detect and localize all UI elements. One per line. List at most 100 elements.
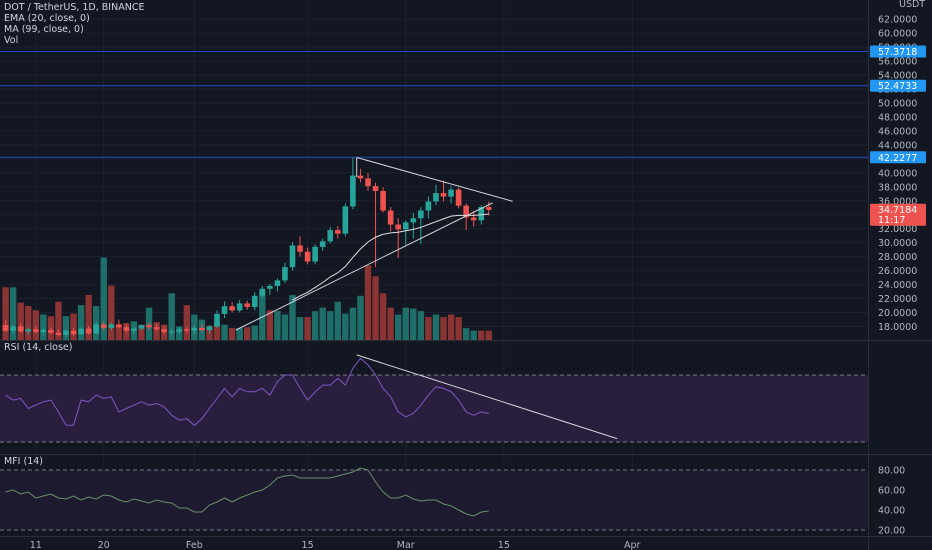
candle-body [229,306,235,311]
candle[interactable] [282,262,288,284]
candle[interactable] [131,326,137,335]
candle[interactable] [357,168,364,183]
candle[interactable] [297,236,303,257]
candle[interactable] [116,319,122,329]
candle[interactable] [40,327,47,336]
candle[interactable] [70,327,77,336]
candle[interactable] [342,203,349,237]
candle[interactable] [78,327,84,335]
candle[interactable] [10,324,16,335]
rsi-legend[interactable]: RSI (14, close) [4,342,73,353]
candle[interactable] [138,324,145,331]
candle[interactable] [168,328,175,335]
volume-legend[interactable]: Vol [4,35,19,46]
candle[interactable] [470,210,477,227]
volume-bar [236,328,243,340]
symbol-title[interactable]: DOT / TetherUS, 1D, BINANCE [4,2,145,13]
candle[interactable] [395,218,401,259]
triangle-upper-line[interactable] [356,156,513,202]
candle[interactable] [221,301,228,319]
level-tag-label: 42.2277 [878,153,917,164]
candle[interactable] [350,157,356,210]
candle[interactable] [48,327,54,335]
candle[interactable] [433,184,439,205]
ma-legend[interactable]: MA (99, close, 0) [4,24,84,35]
triangle-lower-line[interactable] [235,202,493,331]
candle[interactable] [108,322,115,331]
candle[interactable] [176,327,183,335]
candle[interactable] [440,180,447,202]
candle[interactable] [455,187,462,209]
candle[interactable] [229,302,235,313]
candle-body [78,328,84,335]
candle[interactable] [206,325,213,334]
candle[interactable] [387,207,394,232]
candle[interactable] [191,325,198,335]
candle[interactable] [2,320,9,333]
time-axis[interactable]: 11 20 Feb 15 Mar 15 Apr [30,540,641,550]
candle[interactable] [410,212,417,239]
candle[interactable] [425,196,432,219]
candle[interactable] [236,299,243,313]
candle[interactable] [251,292,258,311]
rsi-line [5,357,489,426]
candle[interactable] [319,238,326,252]
candle[interactable] [267,283,273,296]
candle[interactable] [199,323,205,333]
mfi-axis[interactable]: 80.00 60.00 40.00 20.00 [878,466,905,537]
candle[interactable] [153,323,160,332]
candle[interactable] [123,323,130,333]
mfi-pane[interactable] [0,467,868,531]
candle[interactable] [244,300,250,310]
volume-bar [281,314,289,340]
candle[interactable] [85,325,92,335]
candle[interactable] [274,278,281,292]
candle[interactable] [312,244,318,265]
candle-body [350,175,356,207]
candle[interactable] [486,201,492,216]
time-tick-label: 15 [498,540,510,550]
candle[interactable] [463,203,469,231]
candle[interactable] [93,322,99,335]
candle[interactable] [33,325,39,334]
candle-body [2,325,9,331]
volume-bar [55,301,62,340]
candle[interactable] [259,285,266,298]
candle[interactable] [63,329,69,337]
candle[interactable] [402,220,409,245]
candle[interactable] [365,172,371,191]
mfi-tick-label: 20.00 [878,526,905,537]
rsi-trendline[interactable] [356,354,618,440]
candle[interactable] [327,226,334,244]
level-tag-label: 57.3718 [878,47,917,58]
horizontal-levels[interactable] [0,50,868,158]
candle[interactable] [304,247,311,265]
candle[interactable] [380,187,386,213]
time-tick-label: 15 [302,540,314,550]
rsi-band [0,375,868,442]
candle[interactable] [161,325,167,335]
candle[interactable] [289,241,296,271]
candle[interactable] [184,326,190,334]
candle[interactable] [55,329,62,337]
candle[interactable] [25,327,32,335]
price-tick-label: 62.0000 [878,15,917,26]
triangle-drawing[interactable] [235,156,513,331]
ema-legend[interactable]: EMA (20, close, 0) [4,13,90,24]
candle[interactable] [17,323,24,333]
candle[interactable] [100,321,107,330]
mfi-legend[interactable]: MFI (14) [4,456,43,467]
candle[interactable] [335,225,341,239]
candle[interactable] [214,310,220,328]
candle-body [433,193,439,202]
candle[interactable] [372,182,379,268]
rsi-pane[interactable] [0,354,868,443]
candle[interactable] [146,322,152,330]
candle[interactable] [448,185,454,204]
mfi-tick-label: 60.00 [878,486,905,497]
candlesticks[interactable] [2,157,492,337]
candle-body [131,328,137,331]
